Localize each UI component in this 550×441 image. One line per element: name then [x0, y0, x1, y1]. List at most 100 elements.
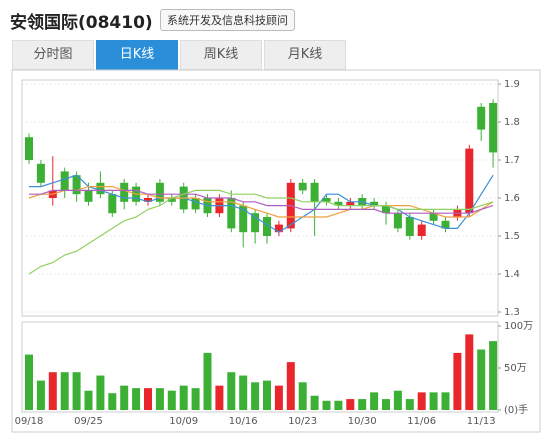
volume-bar	[144, 388, 152, 410]
volume-bar	[417, 392, 426, 410]
moving-average	[28, 189, 494, 275]
candle-body	[346, 201, 355, 206]
volume-bar	[382, 399, 390, 410]
y-tick-label: 1.6	[504, 193, 520, 204]
tab[interactable]: 月K线	[264, 40, 346, 70]
candle-body	[298, 182, 307, 191]
candle-body	[25, 137, 33, 160]
volume-bar	[334, 400, 343, 410]
volume-bar	[429, 392, 438, 410]
moving-average	[29, 189, 494, 214]
x-tick-label: 09/18	[15, 416, 44, 427]
candle-body	[239, 205, 248, 233]
y-tick-label: 1.5	[504, 231, 520, 242]
candle-body	[334, 201, 343, 206]
candle-body	[227, 198, 236, 229]
y-tick-label: 1.4	[504, 269, 520, 280]
volume-bar	[179, 385, 188, 410]
volume-bar	[358, 399, 367, 410]
volume-bar	[227, 372, 236, 410]
candle-body	[322, 198, 331, 202]
candle-body	[429, 213, 438, 221]
volume-bar	[203, 352, 212, 410]
tabs: 分时图 日K线 周K线 月K线	[12, 40, 348, 70]
stock-title: 安领国际(08410)	[10, 13, 153, 33]
volume-bar	[72, 372, 81, 410]
volume-bar	[263, 380, 271, 410]
volume-bar	[322, 400, 331, 410]
volume-bar	[465, 334, 474, 410]
candle-body	[393, 213, 402, 229]
volume-bar	[298, 382, 307, 410]
candle-body	[155, 182, 164, 202]
candle-body	[382, 205, 390, 214]
candle-body	[96, 182, 105, 195]
volume-bar	[48, 372, 57, 410]
y-tick-label: 50万	[504, 363, 527, 374]
volume-bar	[393, 390, 402, 410]
candle-body	[370, 201, 379, 206]
candle-body	[36, 163, 45, 183]
x-tick-label: 09/25	[74, 416, 103, 427]
candle-body	[108, 194, 117, 214]
x-tick-label: 10/30	[348, 416, 377, 427]
y-tick-label: 1.9	[504, 79, 520, 90]
candle-body	[477, 106, 486, 130]
volume-bar	[441, 392, 450, 410]
volume-bar	[120, 385, 129, 410]
candle-body	[417, 224, 426, 236]
tab[interactable]: 周K线	[180, 40, 262, 70]
volume-bar	[251, 382, 260, 410]
x-tick-label: 11/06	[407, 416, 436, 427]
volume-bar	[25, 354, 33, 410]
volume-bar	[370, 392, 379, 410]
volume-panel	[21, 321, 499, 413]
volume-bar	[155, 388, 164, 410]
candle-body	[310, 182, 319, 202]
candle-body	[274, 224, 283, 233]
moving-average	[29, 174, 494, 233]
volume-bar	[310, 395, 319, 410]
candle-body	[60, 171, 69, 191]
volume-bar	[405, 399, 414, 410]
volume-bar	[346, 399, 355, 410]
volume-bar	[274, 385, 283, 410]
volume-bar	[286, 362, 295, 410]
volume-bar	[477, 349, 486, 410]
volume-bar	[84, 390, 93, 410]
candle-body	[84, 190, 93, 202]
candle-body	[191, 198, 200, 210]
candle-body	[120, 182, 129, 202]
x-tick-label: 10/09	[169, 416, 198, 427]
y-tick-label: 1.8	[504, 117, 520, 128]
chart-frame	[11, 69, 541, 433]
y-tick-label: 100万	[504, 321, 533, 332]
candle-body	[263, 217, 271, 236]
candle-body	[167, 198, 176, 202]
y-tick-label: 1.7	[504, 155, 520, 166]
volume-bar	[60, 372, 69, 410]
volume-bar	[96, 375, 105, 410]
tab[interactable]: 日K线	[96, 40, 178, 70]
industry-tag[interactable]: 系统开发及信息科技顾问	[160, 9, 295, 31]
x-tick-label: 10/23	[288, 416, 317, 427]
candle-body	[441, 220, 450, 229]
y-tick-label: (0)手	[504, 403, 528, 416]
candle-body	[405, 217, 414, 236]
candle-body	[489, 103, 498, 153]
x-tick-label: 10/16	[229, 416, 258, 427]
candle-body	[251, 213, 260, 233]
volume-bar	[215, 385, 224, 410]
candle-body	[465, 148, 474, 214]
volume-bar	[453, 352, 462, 410]
volume-bar	[108, 393, 117, 410]
volume-bar	[132, 388, 141, 410]
volume-bar	[489, 341, 498, 410]
volume-bar	[36, 380, 45, 410]
volume-bar	[167, 390, 176, 410]
candle-body	[72, 175, 81, 195]
moving-average	[28, 186, 494, 218]
x-tick-label: 11/13	[467, 416, 496, 427]
